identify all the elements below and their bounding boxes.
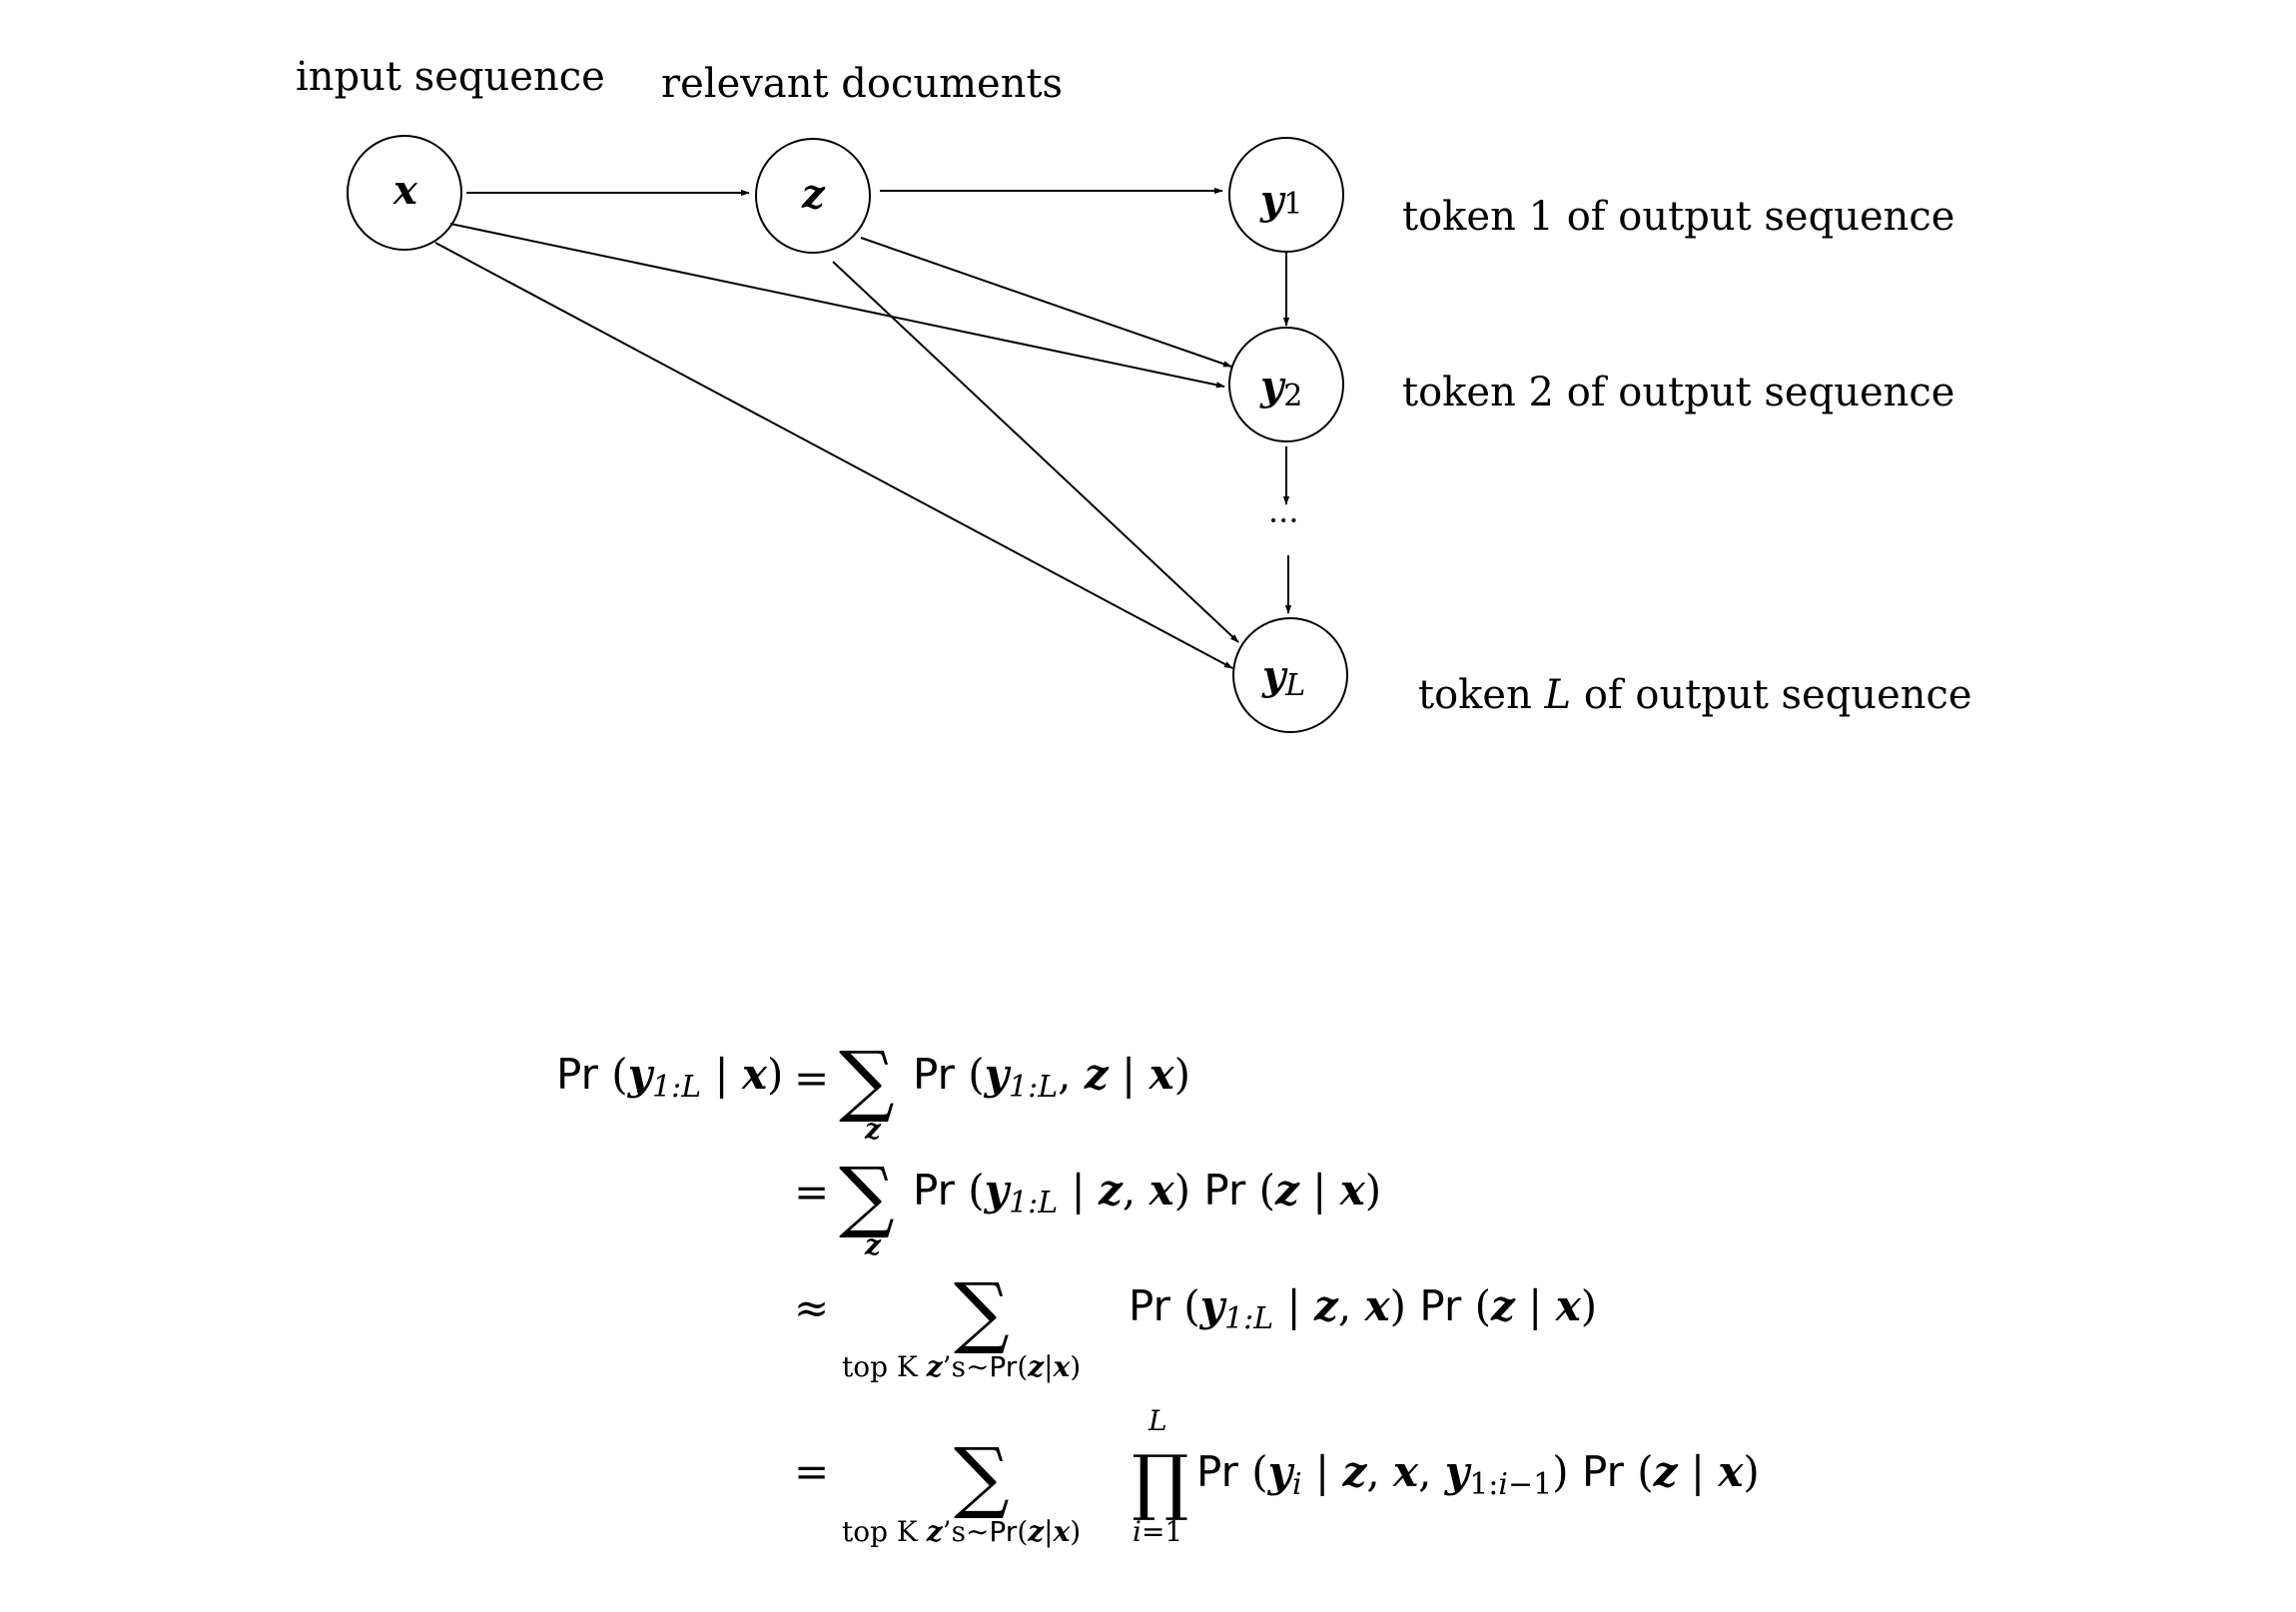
label-token-1: token 1 of output sequence: [1402, 194, 1954, 240]
svg-text:i=1: i=1: [1133, 1515, 1182, 1548]
edge-x-yL: [434, 242, 1233, 669]
svg-text:≈: ≈: [794, 1283, 829, 1332]
label-relevant-documents: relevant documents: [661, 61, 1063, 107]
node-y1: y1: [1228, 137, 1344, 253]
svg-text:L: L: [1148, 1404, 1167, 1437]
svg-text:Pr (y1:L | x): Pr (y1:L | x): [556, 1050, 783, 1105]
svg-text:Pr (y1:L | z, x) Pr (z | x): Pr (y1:L | z, x) Pr (z | x): [913, 1166, 1381, 1220]
node-z-label: z: [801, 171, 826, 218]
sum-symbol-4: ∑: [954, 1432, 1010, 1522]
edge-z-y2: [860, 237, 1232, 368]
equation-line-3: ≈ ∑ top K z’s∼Pr(z|x) Pr (y1:L | z, x) P…: [794, 1267, 1597, 1383]
svg-text:Pr (y1:L, z | x): Pr (y1:L, z | x): [913, 1050, 1190, 1105]
node-x: x: [347, 135, 462, 251]
sum-symbol-2: ∑: [839, 1152, 895, 1241]
svg-text:=: =: [794, 1054, 829, 1103]
label-input-sequence: input sequence: [296, 54, 605, 100]
node-y2: y2: [1228, 327, 1344, 442]
svg-text:=: =: [794, 1168, 829, 1216]
edge-x-y2: [449, 223, 1225, 389]
label-token-L: token L of output sequence: [1418, 672, 1972, 718]
svg-text:top K z’s∼Pr(z|x): top K z’s∼Pr(z|x): [842, 1350, 1081, 1383]
node-y2-label: y2: [1259, 363, 1302, 413]
node-y1-label: y1: [1259, 177, 1302, 224]
edge-z-yL: [832, 261, 1239, 643]
prod-symbol: ∏: [1132, 1439, 1188, 1523]
edges: [434, 187, 1292, 669]
node-yL-label: yL: [1261, 652, 1305, 703]
equation-line-4: = ∑ top K z’s∼Pr(z|x) L ∏ i=1 Pr (yi | z…: [794, 1404, 1760, 1548]
label-token-2: token 2 of output sequence: [1402, 370, 1954, 415]
equation-line-1: Pr (y1:L | x) = ∑ z Pr (y1:L, z | x): [556, 1036, 1190, 1146]
equation-line-2: = ∑ z Pr (y1:L | z, x) Pr (z | x): [794, 1152, 1381, 1261]
node-z: z: [755, 138, 871, 254]
node-yL: yL: [1232, 617, 1348, 733]
svg-text:z: z: [864, 1113, 882, 1146]
svg-text:top K z’s∼Pr(z|x): top K z’s∼Pr(z|x): [842, 1515, 1081, 1548]
svg-text:Pr (yi | z, x, y1:i−1) Pr (z |: Pr (yi | z, x, y1:i−1) Pr (z | x): [1196, 1447, 1760, 1502]
sum-symbol-1: ∑: [839, 1036, 895, 1126]
node-x-label: x: [392, 167, 418, 214]
svg-text:Pr (y1:L | z, x) Pr (z | x): Pr (y1:L | z, x) Pr (z | x): [1129, 1281, 1597, 1336]
sum-symbol-3: ∑: [954, 1267, 1010, 1357]
svg-text:z: z: [864, 1228, 882, 1261]
ellipsis: ···: [1268, 501, 1299, 539]
svg-text:=: =: [794, 1447, 829, 1496]
